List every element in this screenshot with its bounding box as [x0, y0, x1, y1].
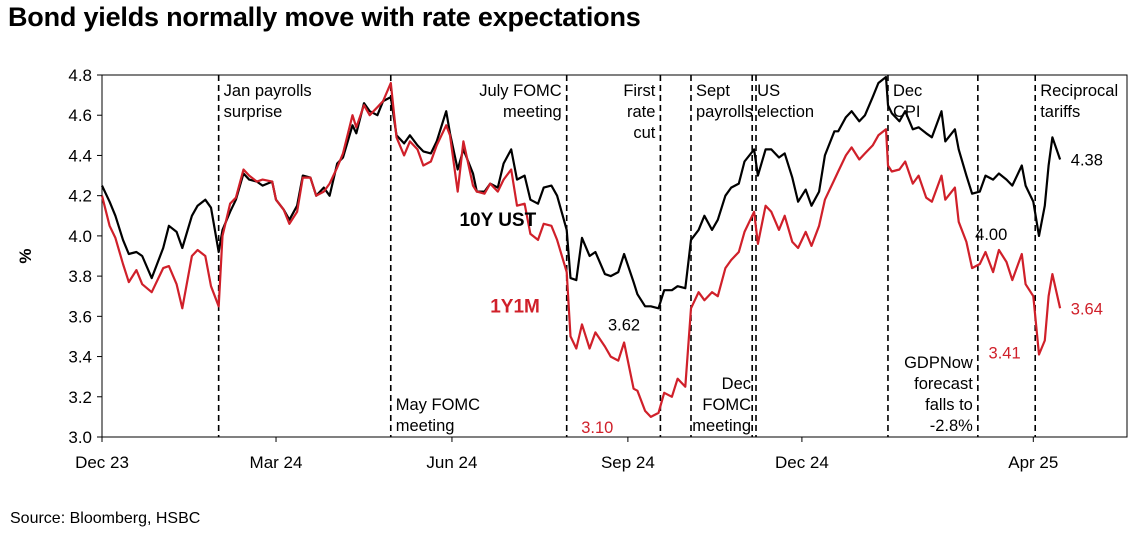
event-label-line: Jan payrolls	[224, 82, 312, 100]
chart-title: Bond yields normally move with rate expe…	[8, 2, 641, 32]
event-label: July FOMC meeting	[479, 82, 562, 121]
event-label-line: payrolls	[696, 103, 753, 121]
event-label-line: forecast	[914, 375, 973, 393]
series-lines	[100, 75, 1062, 418]
event-label-line: Sept	[696, 82, 730, 100]
event-label-line: rate	[627, 103, 655, 121]
x-tick-label: Dec 23	[75, 453, 129, 472]
y-tick-label: 3.8	[68, 267, 92, 286]
x-tick-label: Apr 25	[1008, 453, 1058, 472]
axes: 3.0 3.2 3.4 3.6 3.8 4.0 4.2 4.4 4.6 4.8% Dec 23 Mar…	[16, 66, 1058, 472]
source-note: Source: Bloomberg, HSBC	[10, 510, 201, 527]
event-label: Sept payrolls	[696, 82, 753, 121]
event-label-line: Dec	[722, 375, 751, 393]
y-tick-label: 3.0	[68, 428, 92, 447]
x-tick-label: Jun 24	[426, 453, 477, 472]
event-label-line: falls to	[925, 396, 973, 414]
event-label-line: election	[757, 103, 814, 121]
event-label-line: Dec	[893, 82, 922, 100]
event-label-line: GDPNow	[904, 354, 973, 372]
event-label-line: -2.8%	[930, 417, 973, 435]
x-tick-label: Dec 24	[775, 453, 829, 472]
plot-area	[101, 74, 1128, 438]
y-tick-label: 3.4	[68, 348, 92, 367]
series-line-y1m1	[100, 81, 1062, 418]
y-tick-label: 3.2	[68, 388, 92, 407]
y-tick-label: 4.6	[68, 106, 92, 125]
value-label: 3.64	[1071, 300, 1103, 318]
x-tick-label: Sep 24	[601, 453, 655, 472]
plot-border	[101, 74, 1128, 438]
event-label-line: July FOMC	[479, 82, 562, 100]
event-label: First rate cut	[623, 82, 655, 142]
x-tick-label: Mar 24	[250, 453, 303, 472]
event-label-line: US	[757, 82, 780, 100]
value-label: 3.41	[989, 345, 1021, 363]
y-tick-label: 4.4	[68, 146, 92, 165]
value-label: 4.38	[1071, 152, 1103, 170]
event-label-line: surprise	[224, 103, 283, 121]
annotations: 10Y UST 1Y1M 3.62 3.10 4.00 3.41 4.38 3.64	[459, 152, 1102, 437]
event-label: Dec FOMC meeting	[692, 375, 751, 435]
value-label: 3.10	[581, 419, 613, 437]
event-label-line: cut	[633, 124, 655, 142]
event-label-line: FOMC	[702, 396, 751, 414]
event-label-line: First	[623, 82, 655, 100]
value-label: 3.62	[608, 316, 640, 334]
y-tick-label: 3.6	[68, 307, 92, 326]
event-label-line: May FOMC	[396, 396, 480, 414]
event-label-line: meeting	[503, 103, 562, 121]
event-label: GDPNow forecast falls to -2.8%	[904, 354, 973, 435]
event-label: May FOMC meeting	[396, 396, 480, 435]
event-label: Jan payrolls surprise	[224, 82, 312, 121]
series-label: 10Y UST	[459, 210, 536, 231]
series-label: 1Y1M	[490, 296, 540, 317]
y-axis-label: %	[16, 248, 35, 263]
y-tick-label: 4.2	[68, 187, 92, 206]
event-label-line: Reciprocal	[1040, 82, 1118, 100]
event-label-line: meeting	[692, 417, 751, 435]
event-label: Reciprocal tariffs	[1040, 82, 1118, 121]
event-label-line: tariffs	[1040, 103, 1080, 121]
event-label: US election	[757, 82, 814, 121]
y-tick-label: 4.0	[68, 227, 92, 246]
y-tick-label: 4.8	[68, 66, 92, 85]
value-label: 4.00	[975, 226, 1007, 244]
event-label-line: meeting	[396, 417, 455, 435]
